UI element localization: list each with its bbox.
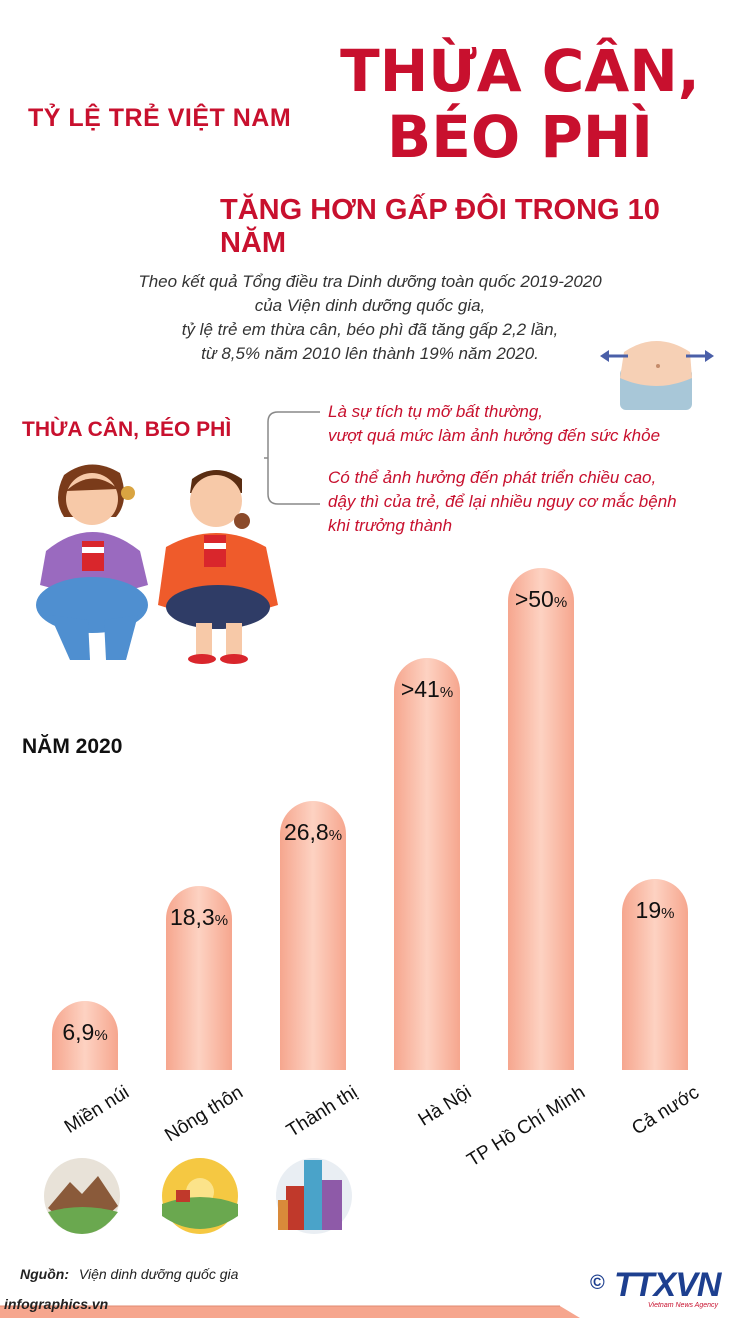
bar-4 bbox=[508, 568, 574, 1070]
main-title-line1: THỪA CÂN, bbox=[340, 37, 700, 105]
source-label: Nguồn: bbox=[20, 1266, 69, 1282]
note-1: Là sự tích tụ mỡ bất thường, vượt quá mứ… bbox=[328, 400, 660, 448]
footer-band bbox=[0, 1305, 580, 1318]
note-2: Có thể ảnh hưởng đến phát triển chiều ca… bbox=[328, 466, 677, 538]
bar-value-label-2: 26,8% bbox=[283, 818, 343, 845]
bar-value-label-1: 18,3% bbox=[169, 904, 229, 931]
copyright-mark: © bbox=[590, 1272, 605, 1294]
city-icon bbox=[276, 1158, 352, 1234]
category-label-5: Cả nước bbox=[628, 1082, 704, 1140]
note-2-line-1: Có thể ảnh hưởng đến phát triển chiều ca… bbox=[328, 468, 657, 487]
countryside-icon bbox=[162, 1158, 238, 1234]
main-title-line2: BÉO PHÌ bbox=[387, 103, 653, 171]
intro-line-3: tỷ lệ trẻ em thừa cân, béo phì đã tăng g… bbox=[181, 320, 559, 339]
bar-value-label-5: 19% bbox=[635, 897, 675, 924]
children-illustration bbox=[36, 464, 278, 664]
category-label-2: Thành thị bbox=[282, 1082, 362, 1142]
logo-subtitle: Vietnam News Agency bbox=[648, 1302, 719, 1309]
chart-title: NĂM 2020 bbox=[22, 735, 123, 758]
girl-figure bbox=[36, 464, 148, 660]
main-title: THỪA CÂN, BÉO PHÌ bbox=[330, 38, 710, 170]
subtitle-left: TỶ LỆ TRẺ VIỆT NAM bbox=[28, 104, 292, 132]
category-label-0: Miền núi bbox=[61, 1082, 134, 1138]
note-1-line-1: Là sự tích tụ mỡ bất thường, bbox=[328, 402, 544, 421]
bar-value-label-3: >41% bbox=[400, 676, 454, 703]
mountain-icon bbox=[44, 1158, 120, 1234]
bar-3 bbox=[394, 658, 460, 1070]
title-sub: TĂNG HƠN GẤP ĐÔI TRONG 10 NĂM bbox=[220, 194, 660, 259]
bar-value-label-0: 6,9% bbox=[62, 1018, 108, 1045]
category-label-3: Hà Nội bbox=[414, 1082, 476, 1131]
source-value: Viện dinh dưỡng quốc gia bbox=[78, 1266, 239, 1282]
site-link[interactable]: infographics.vn bbox=[4, 1296, 109, 1312]
ttxvn-logo: TTXVN bbox=[614, 1266, 721, 1304]
boy-figure bbox=[158, 470, 278, 664]
category-label-4: TP Hồ Chí Minh bbox=[463, 1082, 590, 1172]
bar-2 bbox=[280, 800, 346, 1070]
intro-line-2: của Viện dinh dưỡng quốc gia, bbox=[254, 296, 486, 315]
bar-1 bbox=[166, 886, 232, 1070]
bar-0 bbox=[52, 1000, 118, 1070]
intro-text: Theo kết quả Tổng điều tra Dinh dưỡng to… bbox=[100, 270, 640, 366]
bracket-icon bbox=[264, 411, 320, 505]
category-label-1: Nông thôn bbox=[161, 1082, 248, 1147]
note-2-line-2: dậy thì của trẻ, để lại nhiều nguy cơ mắ… bbox=[328, 492, 677, 511]
bar-5 bbox=[622, 879, 688, 1070]
belly-icon bbox=[600, 341, 714, 410]
bar-value-label-4: >50% bbox=[514, 586, 568, 612]
note-1-line-2: vượt quá mức làm ảnh hưởng đến sức khỏe bbox=[328, 426, 661, 445]
source-line: Nguồn: Viện dinh dưỡng quốc gia bbox=[20, 1266, 238, 1282]
intro-line-4: từ 8,5% năm 2010 lên thành 19% năm 2020. bbox=[201, 344, 539, 363]
note-2-line-3: khi trưởng thành bbox=[328, 516, 453, 535]
intro-line-1: Theo kết quả Tổng điều tra Dinh dưỡng to… bbox=[138, 272, 602, 291]
section-title: THỪA CÂN, BÉO PHÌ bbox=[22, 418, 232, 441]
